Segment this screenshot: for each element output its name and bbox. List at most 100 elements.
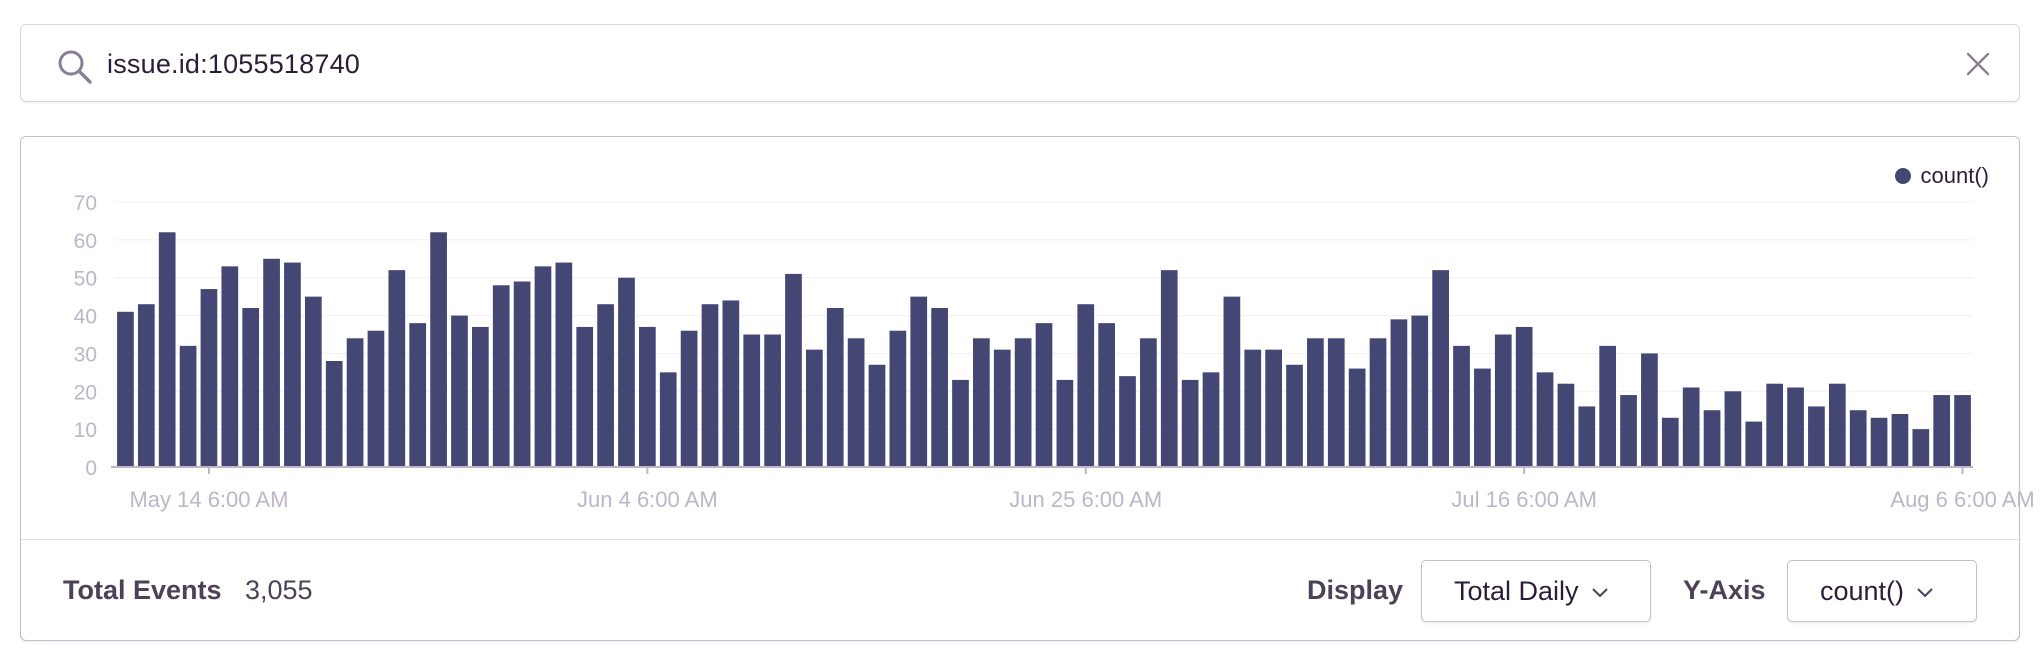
chart-bar[interactable] xyxy=(1724,391,1742,467)
chart-bar[interactable] xyxy=(931,308,948,467)
chart-bar[interactable] xyxy=(889,330,907,467)
chart-bar[interactable] xyxy=(1578,406,1596,467)
chart-bar[interactable] xyxy=(993,349,1011,467)
chart-bar[interactable] xyxy=(743,334,761,468)
chart-bar[interactable] xyxy=(1661,417,1679,467)
chart-bar[interactable] xyxy=(701,304,719,467)
chart-bar[interactable] xyxy=(826,308,844,467)
chart-bar[interactable] xyxy=(1620,395,1637,467)
x-tick-label: May 14 6:00 AM xyxy=(129,487,288,512)
chart-bar[interactable] xyxy=(1098,323,1115,467)
chart-bar[interactable] xyxy=(471,326,489,467)
chart-bar[interactable] xyxy=(534,266,552,467)
chart-bar[interactable] xyxy=(868,364,886,467)
chart-bar[interactable] xyxy=(576,326,594,467)
chart-bar[interactable] xyxy=(1766,383,1784,467)
chart-bar[interactable] xyxy=(1140,338,1157,467)
chart-bar[interactable] xyxy=(1327,338,1345,467)
total-events-label: Total Events xyxy=(63,575,222,605)
chart-bar[interactable] xyxy=(1912,429,1930,467)
chart-bar[interactable] xyxy=(952,379,969,467)
chart-bar[interactable] xyxy=(1181,379,1199,467)
chart-bar[interactable] xyxy=(1641,353,1658,467)
chart-bar[interactable] xyxy=(1014,338,1032,467)
chart-bar[interactable] xyxy=(1787,387,1804,468)
chart-bar[interactable] xyxy=(242,308,260,467)
chart-bar[interactable] xyxy=(1808,406,1825,467)
display-dropdown[interactable]: Total Daily xyxy=(1421,560,1651,622)
chart-bar[interactable] xyxy=(1828,383,1846,467)
close-icon[interactable] xyxy=(1963,49,1993,79)
chart-bar[interactable] xyxy=(346,338,364,467)
chart-bar[interactable] xyxy=(1536,372,1554,467)
chart-bar[interactable] xyxy=(910,296,928,467)
chart-bar[interactable] xyxy=(1160,270,1178,467)
chart-bar[interactable] xyxy=(1870,417,1888,467)
chart-bar[interactable] xyxy=(1077,304,1095,467)
chart-bar[interactable] xyxy=(806,349,823,467)
chart-bar[interactable] xyxy=(304,296,322,467)
chart-bar[interactable] xyxy=(137,304,155,467)
chart-bar[interactable] xyxy=(1682,387,1700,468)
chart-bar[interactable] xyxy=(263,258,280,467)
search-input[interactable]: issue.id:1055518740 xyxy=(107,49,361,79)
chart-legend[interactable]: count() xyxy=(1894,163,1989,189)
y-tick-label: 50 xyxy=(74,268,97,291)
chart-bar[interactable] xyxy=(409,323,427,467)
chart-bar[interactable] xyxy=(117,311,134,467)
chart-bar[interactable] xyxy=(1035,323,1053,467)
chart-bar[interactable] xyxy=(1745,421,1763,467)
chart-bar[interactable] xyxy=(597,304,614,467)
chart-bar[interactable] xyxy=(638,326,656,467)
chart-bar[interactable] xyxy=(847,338,865,467)
chart-bar[interactable] xyxy=(325,361,343,467)
chart-bar[interactable] xyxy=(430,232,447,467)
chart-bar[interactable] xyxy=(388,270,406,467)
chart-bar[interactable] xyxy=(1202,372,1220,467)
yaxis-dropdown[interactable]: count() xyxy=(1787,560,1977,622)
chart-bar[interactable] xyxy=(367,330,385,467)
chart-bar[interactable] xyxy=(1390,319,1408,467)
chart-bar[interactable] xyxy=(1244,349,1262,467)
chart-bar[interactable] xyxy=(1891,414,1909,467)
chart-bar[interactable] xyxy=(555,262,573,467)
chart-bar[interactable] xyxy=(1515,326,1533,467)
chart-bar[interactable] xyxy=(1933,395,1951,467)
chart-bar[interactable] xyxy=(1494,334,1512,468)
chart-bar[interactable] xyxy=(659,372,677,467)
chart-bar[interactable] xyxy=(785,273,802,467)
chart-bar[interactable] xyxy=(1056,379,1074,467)
chart-bar[interactable] xyxy=(1119,376,1136,467)
chart-bar[interactable] xyxy=(722,300,740,467)
chart-bar[interactable] xyxy=(1557,383,1575,467)
chart-bar[interactable] xyxy=(513,281,531,468)
chart-bar[interactable] xyxy=(973,338,990,467)
chart-bar[interactable] xyxy=(158,232,176,467)
chart-bar[interactable] xyxy=(221,266,239,467)
chart-bar[interactable] xyxy=(1432,270,1450,467)
chart-bar[interactable] xyxy=(200,289,218,467)
chart-bar[interactable] xyxy=(451,315,468,467)
chart-bar[interactable] xyxy=(1223,296,1241,467)
chart-bar[interactable] xyxy=(764,334,781,468)
chart-bar[interactable] xyxy=(1307,338,1324,467)
legend-label: count() xyxy=(1920,163,1989,188)
chart-bar[interactable] xyxy=(1369,338,1387,467)
chart-bar[interactable] xyxy=(1599,345,1617,467)
search-bar[interactable]: issue.id:1055518740 xyxy=(20,24,2020,102)
chart-bar[interactable] xyxy=(1348,368,1366,467)
chart-bar[interactable] xyxy=(618,277,635,467)
chart-bar[interactable] xyxy=(1849,410,1867,467)
chart-bar[interactable] xyxy=(1265,349,1282,467)
chart-bar[interactable] xyxy=(1453,345,1470,467)
chart-bar[interactable] xyxy=(284,262,301,467)
chart-bar[interactable] xyxy=(1474,368,1491,467)
chart-bar[interactable] xyxy=(179,345,197,467)
chart-bar[interactable] xyxy=(492,285,510,467)
chart-bar[interactable] xyxy=(1954,395,1971,467)
chart-bar[interactable] xyxy=(1286,364,1303,467)
chart-bar[interactable] xyxy=(1411,315,1429,467)
chevron-down-icon xyxy=(1591,588,1608,598)
chart-bar[interactable] xyxy=(680,330,698,467)
chart-bar[interactable] xyxy=(1703,410,1721,467)
